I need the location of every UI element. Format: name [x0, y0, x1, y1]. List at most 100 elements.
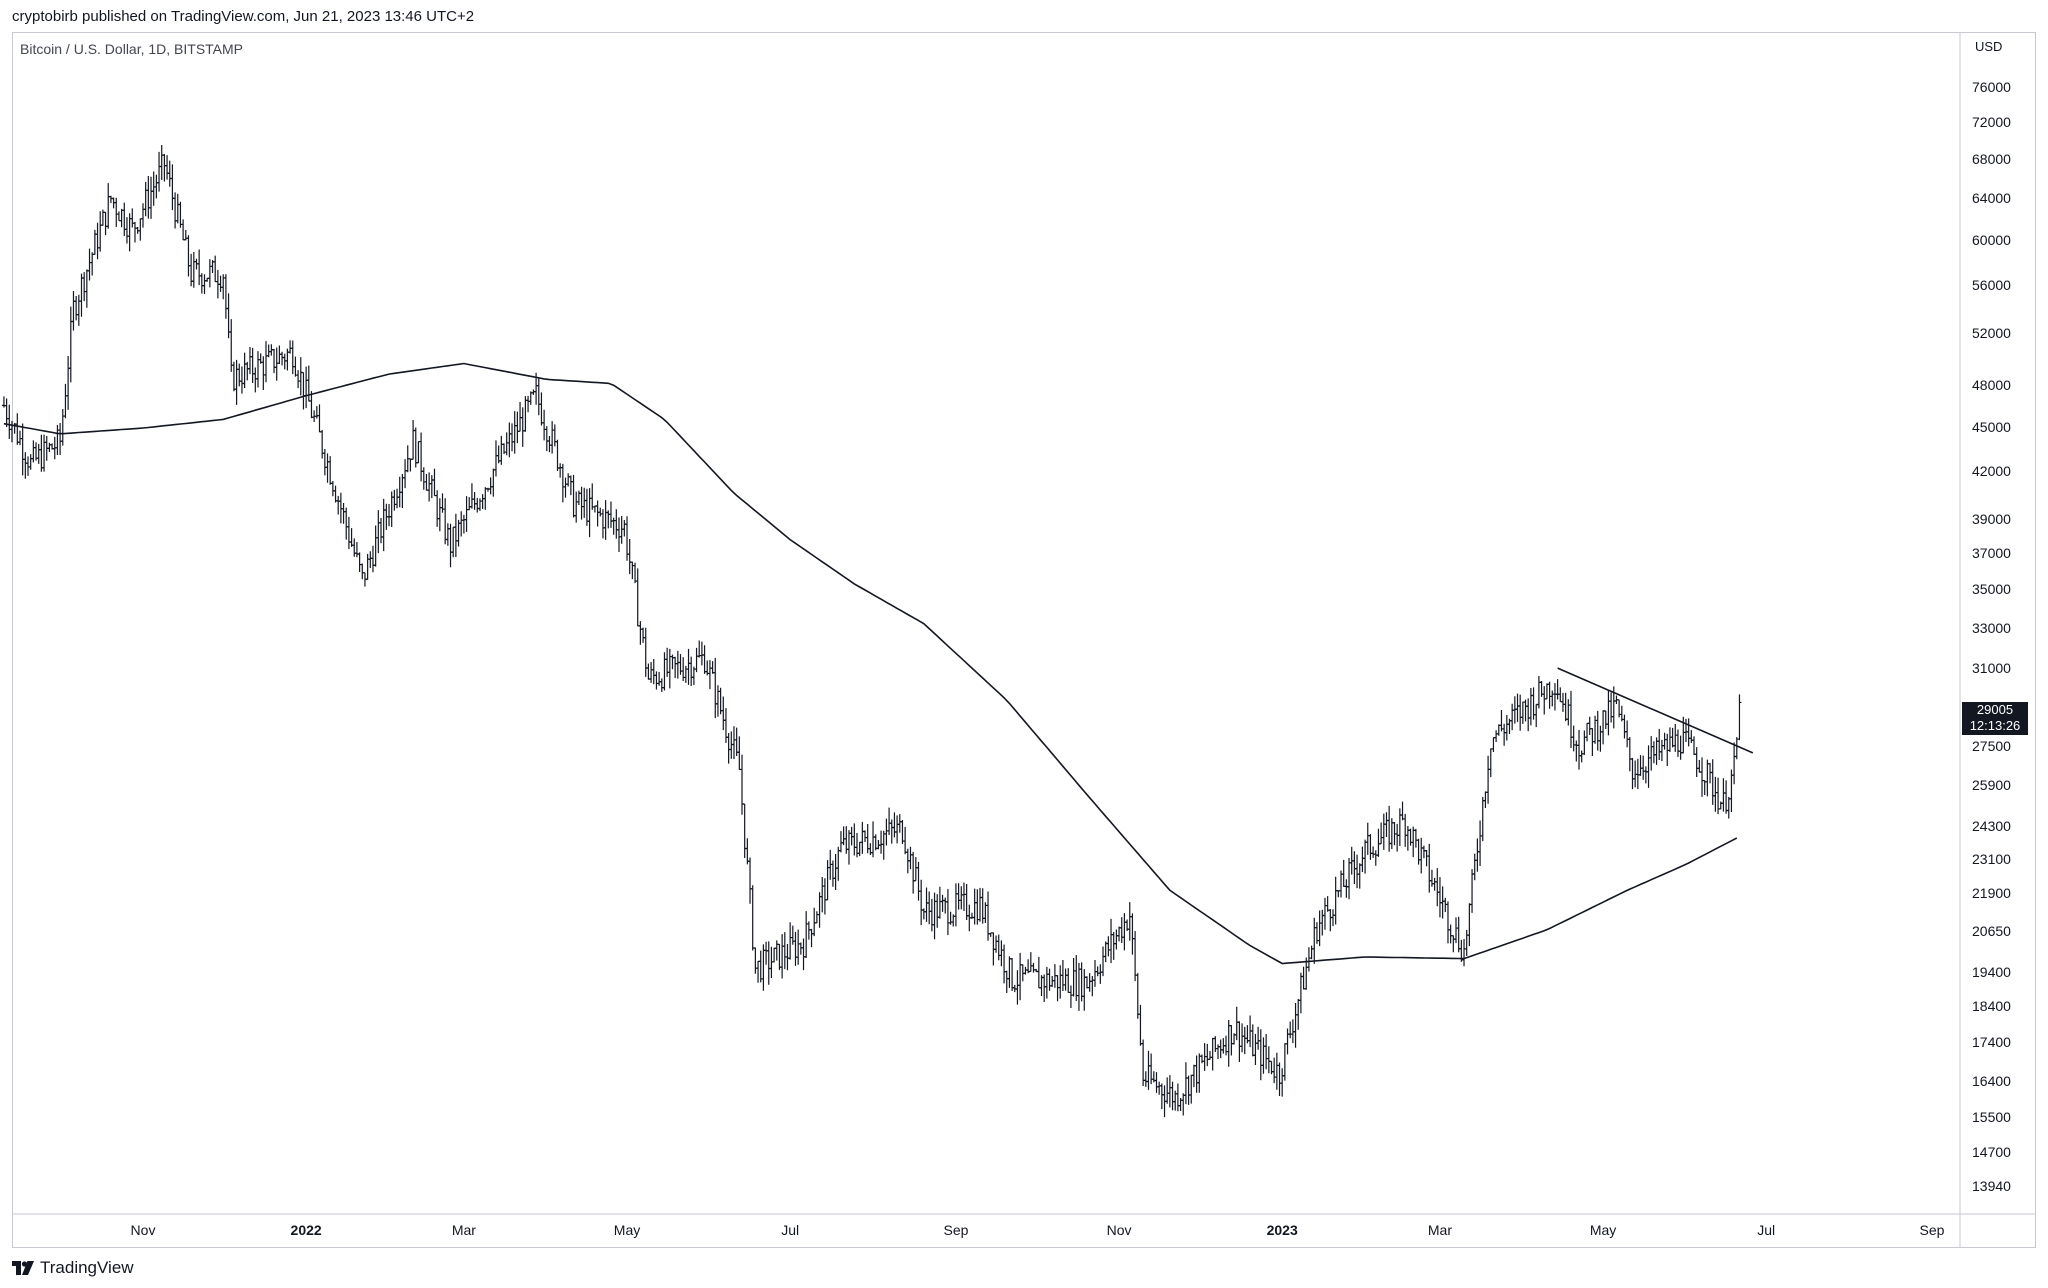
ohlc-bar: [1454, 917, 1458, 944]
ohlc-bar: [1456, 916, 1461, 953]
ohlc-bar: [1603, 710, 1608, 729]
ohlc-bar: [635, 568, 640, 627]
ohlc-bar: [437, 498, 442, 532]
publish-info: cryptobirb published on TradingView.com,…: [12, 8, 475, 25]
descending-trendline[interactable]: [1557, 667, 1754, 754]
ohlc-bar: [467, 497, 472, 511]
ohlc-bar: [162, 153, 167, 182]
price-tick-label: 17400: [1972, 1034, 2011, 1051]
price-tick-label: 56000: [1972, 276, 2011, 293]
time-tick-label: May: [613, 1222, 641, 1238]
ohlc-bar: [280, 351, 285, 366]
ohlc-bar: [1673, 724, 1678, 752]
ohlc-bar: [737, 736, 742, 771]
ohlc-bar: [542, 409, 547, 441]
ohlc-bar: [1018, 952, 1023, 1001]
ohlc-bar: [895, 815, 900, 844]
ohlc-bar: [1285, 1028, 1290, 1055]
ohlc-bar: [638, 621, 643, 645]
ohlc-bar: [1692, 736, 1696, 755]
price-tick-label: 45000: [1972, 418, 2011, 435]
price-tick-label: 18400: [1972, 998, 2011, 1015]
ohlc-bar: [290, 340, 295, 375]
ohlc-bar: [507, 422, 512, 458]
ohlc-bar: [857, 841, 862, 857]
ohlc-bar: [1395, 823, 1400, 852]
ohlc-bar: [675, 650, 680, 679]
ohlc-bar: [1734, 737, 1739, 760]
ohlc-bar: [536, 377, 541, 416]
ohlc-bar: [250, 347, 255, 384]
ohlc-bar: [1347, 857, 1352, 900]
ohlc-bar: [1550, 690, 1555, 707]
ohlc-bar: [673, 656, 678, 679]
ohlc-bar: [1384, 812, 1389, 837]
ohlc-bar: [23, 452, 28, 479]
symbol-title[interactable]: Bitcoin / U.S. Dollar, 1D, BITSTAMP: [20, 41, 244, 57]
ohlc-bar: [649, 661, 654, 683]
ohlc-bar: [58, 422, 63, 456]
price-tick-label: 39000: [1972, 511, 2011, 528]
ohlc-bar: [239, 366, 244, 394]
ohlc-bar: [1534, 703, 1539, 728]
price-tick-label: 16400: [1972, 1072, 2011, 1089]
ohlc-bar: [1568, 690, 1573, 749]
ohlc-bar: [114, 197, 119, 227]
last-price-countdown: 12:13:26: [1969, 718, 2021, 733]
ohlc-bar: [1411, 826, 1416, 858]
ohlc-bar: [788, 922, 793, 960]
ohlc-bar: [1510, 703, 1515, 731]
tradingview-branding[interactable]: TradingView: [12, 1258, 134, 1278]
ohlc-bar: [1272, 1057, 1277, 1084]
ohlc-bar: [510, 423, 515, 452]
ohlc-bar: [662, 652, 667, 691]
ohlc-bar: [1183, 1062, 1188, 1105]
ohlc-bar: [411, 419, 416, 460]
ohlc-bar: [994, 935, 999, 953]
ohlc-bar: [1256, 1026, 1261, 1050]
ohlc-bar: [1229, 1024, 1234, 1056]
ohlc-bar: [1122, 913, 1127, 951]
ohlc-bar: [1416, 838, 1421, 865]
ohlc-bar: [1601, 710, 1606, 745]
ohlc-bar: [108, 195, 113, 204]
ohlc-bar: [1344, 879, 1349, 898]
ohlc-bar: [1558, 687, 1563, 703]
ohlc-bar: [138, 218, 143, 241]
ohlc-bar: [298, 357, 303, 396]
ohlc-bar: [777, 943, 782, 970]
ohlc-bar: [945, 889, 950, 935]
ohlc-bar: [1609, 692, 1614, 723]
ohlc-bar: [913, 857, 918, 882]
ohlc-bar: [274, 347, 279, 381]
ohlc-bar: [15, 413, 20, 445]
ohlc-bar: [143, 181, 148, 217]
ohlc-bar: [1274, 1052, 1279, 1090]
ohlc-bar: [1058, 965, 1063, 999]
ohlc-bar: [943, 897, 948, 914]
ohlc-bar: [1387, 805, 1392, 852]
ohlc-bar: [499, 435, 504, 465]
ohlc-bar: [756, 960, 761, 983]
ohlc-bar: [579, 486, 584, 520]
ohlc-bar: [1713, 776, 1718, 812]
ohlc-bar: [1330, 909, 1335, 927]
ohlc-bar: [87, 248, 92, 281]
ohlc-bar: [282, 353, 287, 370]
moving-average-line: [3, 362, 1738, 965]
price-tick-label: 13940: [1972, 1178, 2011, 1194]
ohlc-bar: [1101, 946, 1106, 977]
ohlc-bar: [707, 660, 712, 690]
ohlc-bar: [1159, 1083, 1164, 1110]
ohlc-bar: [838, 831, 843, 853]
ohlc-bar: [1007, 956, 1012, 988]
ohlc-bar: [1705, 759, 1710, 797]
ohlc-bar: [1571, 725, 1576, 752]
ohlc-bar: [288, 340, 293, 354]
price-tick-label: 15500: [1972, 1109, 2011, 1126]
ohlc-bar: [689, 656, 694, 687]
ohlc-bar: [1732, 742, 1737, 785]
ohlc-bar: [518, 401, 523, 432]
ohlc-bar: [627, 538, 632, 575]
